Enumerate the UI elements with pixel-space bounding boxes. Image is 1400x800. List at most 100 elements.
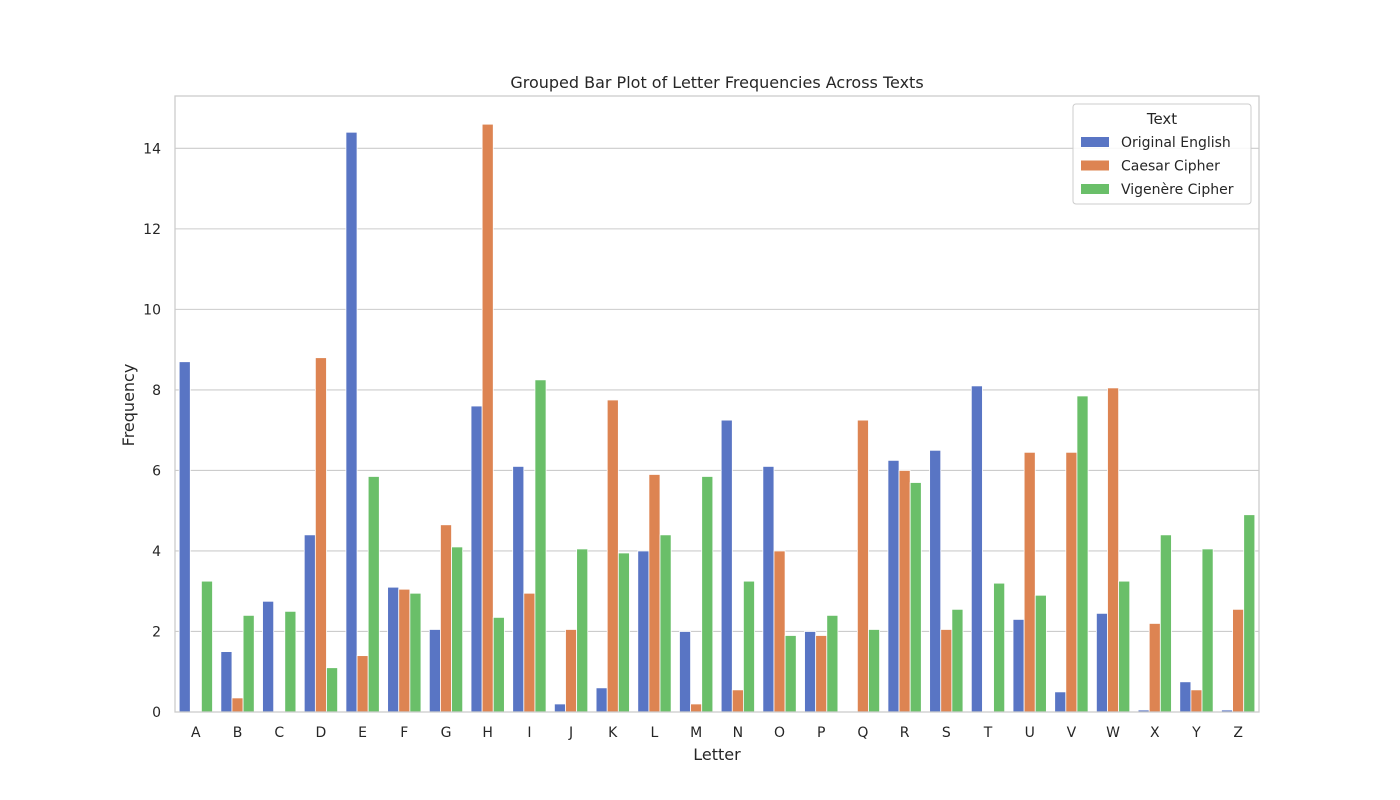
x-axis-label: Letter	[693, 745, 741, 764]
bar-b-series-2	[242, 614, 255, 713]
bar-e-series-0	[345, 131, 358, 713]
bar-n-series-0	[720, 419, 733, 713]
y-tick-label: 6	[152, 463, 161, 479]
x-tick-label: N	[733, 725, 743, 741]
bar-w-series-0	[1096, 612, 1108, 713]
bar-f-series-0	[387, 586, 400, 713]
bar-i-series-1	[523, 592, 536, 713]
legend-label: Caesar Cipher	[1121, 159, 1220, 175]
y-tick-label: 14	[143, 141, 161, 157]
bar-t-series-0	[970, 385, 983, 713]
x-tick-label: H	[482, 725, 493, 741]
bar-b-series-0	[220, 651, 233, 713]
bar-i-series-2	[534, 379, 547, 713]
plot-frame	[174, 95, 1260, 713]
bar-e-series-2	[367, 476, 380, 713]
x-tick-label: K	[608, 725, 618, 741]
x-tick-label: D	[316, 725, 327, 741]
bar-p-series-2	[826, 614, 839, 713]
bar-d-series-0	[303, 534, 316, 713]
bar-p-series-0	[804, 631, 817, 713]
legend: Text Original English Caesar Cipher Vigenèr…	[1072, 103, 1252, 205]
bar-j-series-2	[576, 548, 589, 713]
y-tick-label: 2	[152, 624, 161, 640]
bar-c-series-2	[284, 610, 297, 713]
bar-w-series-1	[1107, 387, 1120, 713]
bar-l-series-0	[637, 550, 650, 713]
x-tick-label: I	[527, 725, 531, 741]
legend-label: Vigenère Cipher	[1121, 182, 1234, 198]
bar-a-series-2	[201, 580, 213, 713]
y-tick-labels: 0 2 4 6 8 10 12 14	[143, 141, 161, 721]
bar-n-series-1	[731, 689, 744, 713]
legend-swatch	[1081, 137, 1109, 147]
bar-r-series-0	[887, 459, 900, 713]
bar-d-series-1	[314, 357, 327, 713]
bar-a-series-0	[178, 361, 191, 713]
legend-swatch	[1081, 160, 1109, 171]
bar-r-series-2	[909, 482, 922, 713]
bars	[178, 123, 1256, 713]
x-tick-label: U	[1025, 725, 1035, 741]
bar-i-series-0	[512, 466, 525, 713]
bar-s-series-1	[940, 629, 953, 713]
legend-label: Original English	[1121, 135, 1231, 151]
bar-x-series-1	[1148, 623, 1161, 713]
y-tick-label: 8	[152, 383, 161, 399]
bar-k-series-1	[606, 399, 619, 713]
bar-q-series-2	[868, 629, 881, 713]
bar-m-series-0	[679, 631, 691, 713]
bar-s-series-0	[929, 449, 942, 713]
x-tick-label: W	[1106, 725, 1120, 741]
bar-l-series-2	[659, 534, 672, 713]
bar-z-series-2	[1243, 514, 1256, 713]
bar-m-series-2	[701, 476, 714, 713]
x-tick-label: O	[774, 725, 785, 741]
bar-e-series-1	[356, 655, 369, 713]
bar-o-series-1	[773, 550, 786, 713]
x-tick-label: M	[690, 725, 702, 741]
bar-v-series-2	[1076, 395, 1089, 713]
bar-o-series-2	[784, 635, 797, 713]
bar-m-series-1	[690, 703, 703, 713]
x-tick-label: R	[900, 725, 910, 741]
x-tick-label: B	[233, 725, 243, 741]
bar-r-series-1	[898, 470, 911, 713]
bar-y-series-1	[1190, 689, 1203, 713]
y-tick-label: 4	[152, 544, 161, 560]
bar-y-series-2	[1201, 548, 1214, 713]
bar-y-series-0	[1179, 681, 1192, 713]
bar-g-series-2	[451, 546, 464, 713]
bar-s-series-2	[951, 608, 964, 713]
x-tick-label: A	[191, 725, 201, 741]
bar-g-series-0	[428, 629, 441, 713]
bar-x-series-2	[1159, 534, 1172, 713]
bar-n-series-2	[743, 580, 755, 713]
bar-g-series-1	[440, 524, 452, 713]
bar-j-series-0	[554, 703, 566, 713]
y-tick-label: 10	[143, 302, 161, 318]
y-axis-label: Frequency	[119, 364, 138, 447]
x-tick-label: Z	[1233, 725, 1243, 741]
bar-w-series-2	[1118, 580, 1131, 713]
bar-o-series-0	[762, 466, 775, 713]
legend-swatch	[1081, 184, 1109, 194]
x-tick-label: J	[568, 725, 573, 741]
bar-u-series-2	[1034, 594, 1047, 713]
x-tick-labels: A B C D E F G H I J K L M N O P Q R S T U V W X Y Z	[191, 725, 1243, 741]
bar-j-series-1	[565, 629, 578, 713]
y-tick-label: 12	[143, 222, 161, 238]
x-tick-label: S	[942, 725, 951, 741]
bar-d-series-2	[326, 667, 339, 713]
bar-u-series-0	[1012, 618, 1025, 713]
legend-box	[1072, 103, 1252, 205]
x-tick-label: Y	[1191, 725, 1201, 741]
chart-title: Grouped Bar Plot of Letter Frequencies A…	[510, 73, 923, 92]
y-tick-label: 0	[152, 705, 161, 721]
x-tick-label: T	[983, 725, 993, 741]
bar-v-series-1	[1065, 451, 1078, 713]
x-tick-label: E	[358, 725, 367, 741]
bar-p-series-1	[815, 635, 828, 713]
